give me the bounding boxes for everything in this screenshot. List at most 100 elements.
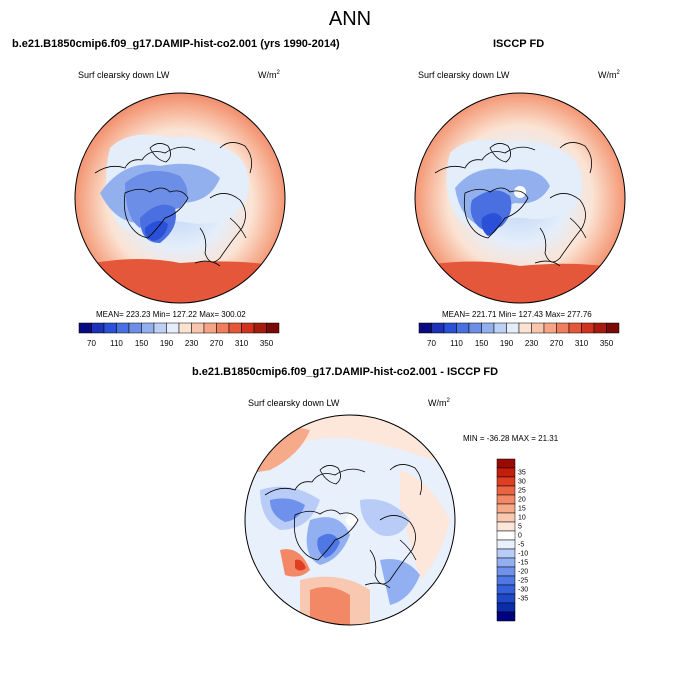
colorbar-swatch (496, 530, 516, 541)
map-obs (414, 92, 626, 304)
colorbar-swatch (496, 539, 516, 550)
colorbar-swatch (216, 322, 230, 334)
colorbar-model: 70 110 150 190 230 270 310 350 (78, 322, 280, 348)
colorbar-tick-label: 150 (475, 339, 489, 348)
panel-model-units: W/m2 (258, 70, 280, 80)
colorbar-swatch (203, 322, 217, 334)
colorbar-tick-label: 110 (450, 339, 463, 348)
colorbar-swatch (496, 557, 516, 568)
colorbar-swatch (493, 322, 507, 334)
colorbar-tick-label: 110 (110, 339, 123, 348)
panel-obs-units: W/m2 (598, 70, 620, 80)
colorbar-swatch (496, 521, 516, 532)
panel-diff-variable: Surf clearsky down LW (248, 398, 340, 408)
colorbar-swatch (418, 322, 432, 334)
colorbar-swatch (153, 322, 167, 334)
colorbar-tick-label: 230 (185, 339, 199, 348)
colorbar-swatch (593, 322, 607, 334)
panel-model-stats: MEAN= 223.23 Min= 127.22 Max= 300.02 (96, 310, 246, 319)
colorbar-tick-label: 30 (518, 479, 526, 486)
colorbar-swatch (116, 322, 130, 334)
colorbar-swatch (228, 322, 242, 334)
colorbar-swatch (141, 322, 155, 334)
colorbar-swatch (496, 548, 516, 559)
colorbar-swatch (496, 503, 516, 514)
colorbar-swatch (496, 476, 516, 487)
colorbar-tick-label: 350 (260, 339, 274, 348)
colorbar-swatch (496, 611, 516, 622)
colorbar-tick-label: -30 (518, 587, 528, 594)
colorbar-tick-label: 20 (518, 497, 526, 504)
colorbar-swatch (456, 322, 470, 334)
map-model (74, 92, 286, 304)
colorbar-tick-label: -15 (518, 560, 528, 567)
colorbar-swatch (496, 458, 516, 469)
colorbar-swatch (166, 322, 180, 334)
panel-diff-units: W/m2 (428, 398, 450, 408)
colorbar-swatch (253, 322, 267, 334)
panel-obs-title: ISCCP FD (493, 38, 545, 50)
colorbar-tick-label: 270 (210, 339, 224, 348)
colorbar-swatch (496, 575, 516, 586)
colorbar-tick-label: 70 (427, 339, 436, 348)
colorbar-swatch (518, 322, 532, 334)
panel-obs-stats: MEAN= 221.71 Min= 127.43 Max= 277.76 (442, 310, 592, 319)
colorbar-tick-label: 10 (518, 515, 526, 522)
colorbar-swatch (103, 322, 117, 334)
colorbar-swatch (531, 322, 545, 334)
panel-diff-title: b.e21.B1850cmip6.f09_g17.DAMIP-hist-co2.… (192, 366, 499, 378)
colorbar-swatch (266, 322, 280, 334)
colorbar-swatch (496, 584, 516, 595)
colorbar-tick-label: 150 (135, 339, 149, 348)
colorbar-swatch (191, 322, 205, 334)
colorbar-tick-label: 190 (500, 339, 514, 348)
colorbar-swatch (468, 322, 482, 334)
colorbar-swatch (506, 322, 520, 334)
colorbar-swatch (496, 593, 516, 604)
panel-obs-variable: Surf clearsky down LW (418, 70, 510, 80)
colorbar-swatch (481, 322, 495, 334)
colorbar-swatch (496, 467, 516, 478)
colorbar-swatch (431, 322, 445, 334)
colorbar-tick-label: 25 (518, 488, 526, 495)
colorbar-swatch (581, 322, 595, 334)
colorbar-swatch (543, 322, 557, 334)
colorbar-tick-label: 230 (525, 339, 539, 348)
colorbar-swatch (496, 485, 516, 496)
colorbar-swatch (241, 322, 255, 334)
colorbar-tick-label: -20 (518, 569, 528, 576)
colorbar-swatch (496, 602, 516, 613)
colorbar-swatch (556, 322, 570, 334)
colorbar-swatch (496, 512, 516, 523)
colorbar-swatch (128, 322, 142, 334)
colorbar-tick-label: 270 (550, 339, 564, 348)
figure-title: ANN (328, 8, 372, 30)
colorbar-tick-label: 310 (575, 339, 589, 348)
colorbar-obs: 70 110 150 190 230 270 310 350 (418, 322, 620, 348)
colorbar-tick-label: 350 (600, 339, 614, 348)
colorbar-swatch (443, 322, 457, 334)
colorbar-tick-label: -10 (518, 551, 528, 558)
colorbar-tick-label: 15 (518, 506, 526, 513)
colorbar-swatch (606, 322, 620, 334)
colorbar-tick-label: 5 (518, 524, 522, 531)
colorbar-tick-label: 310 (235, 339, 249, 348)
map-diff (244, 414, 456, 626)
colorbar-tick-label: -25 (518, 578, 528, 585)
colorbar-tick-label: -5 (518, 542, 524, 549)
colorbar-tick-label: 190 (160, 339, 174, 348)
panel-diff-minmax: MIN = -36.28 MAX = 21.31 (463, 434, 559, 443)
colorbar-tick-label: -35 (518, 596, 528, 603)
colorbar-swatch (178, 322, 192, 334)
colorbar-swatch (78, 322, 92, 334)
colorbar-swatch (91, 322, 105, 334)
colorbar-diff: 35 30 25 20 15 10 5 0 -5 -10 -15 -20 -25 -30 -35 (496, 458, 528, 622)
panel-model-title: b.e21.B1850cmip6.f09_g17.DAMIP-hist-co2.… (12, 38, 340, 50)
colorbar-swatch (568, 322, 582, 334)
colorbar-tick-label: 70 (87, 339, 96, 348)
colorbar-swatch (496, 494, 516, 505)
colorbar-tick-label: 0 (518, 533, 522, 540)
panel-model-variable: Surf clearsky down LW (78, 70, 170, 80)
colorbar-swatch (496, 566, 516, 577)
colorbar-tick-label: 35 (518, 470, 526, 477)
